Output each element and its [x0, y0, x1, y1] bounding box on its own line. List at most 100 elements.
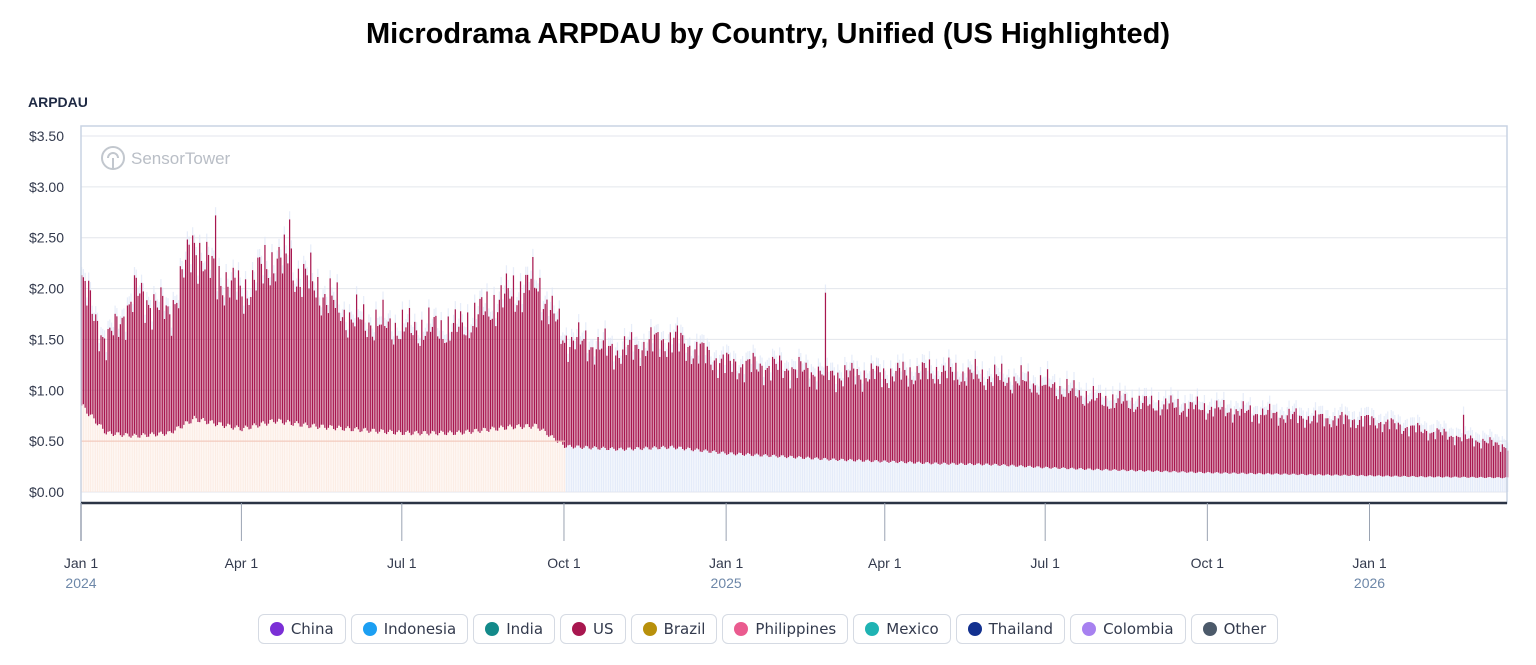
other-country-bar	[845, 461, 848, 492]
us-bar	[602, 340, 604, 447]
other-country-bar	[407, 430, 409, 492]
us-bar	[347, 337, 349, 427]
legend-item-china[interactable]: China	[257, 614, 346, 644]
other-country-bar	[103, 433, 106, 492]
us-bar	[1091, 399, 1093, 470]
other-country-cap	[1170, 387, 1172, 396]
us-bar	[1200, 410, 1202, 472]
legend-item-other[interactable]: Other	[1190, 614, 1279, 644]
other-country-cap	[1052, 375, 1054, 385]
other-country-cap	[340, 312, 342, 321]
us-bar	[1126, 400, 1128, 472]
other-country-bar	[872, 461, 874, 492]
us-bar	[454, 309, 456, 435]
us-bar	[165, 305, 167, 435]
other-country-cap	[1443, 420, 1445, 429]
us-bar	[306, 275, 308, 426]
us-bar	[544, 303, 546, 432]
legend-swatch-icon	[269, 622, 284, 636]
other-country-bar	[1410, 476, 1412, 492]
other-country-bar	[544, 431, 546, 492]
other-country-cap	[1311, 413, 1313, 422]
us-bar	[840, 380, 842, 459]
other-country-cap	[91, 305, 93, 314]
other-country-cap	[347, 329, 349, 338]
other-country-bar	[273, 422, 275, 492]
other-country-bar	[1408, 477, 1410, 492]
us-bar	[318, 305, 321, 428]
us-bar	[1136, 406, 1139, 472]
other-country-cap	[909, 359, 911, 368]
us-bar	[507, 288, 509, 427]
us-bar	[960, 381, 962, 463]
legend-item-colombia[interactable]: Colombia	[1070, 614, 1186, 644]
other-country-bar	[123, 435, 125, 492]
other-country-bar	[660, 446, 663, 492]
other-country-cap	[507, 279, 509, 289]
us-bar	[1434, 439, 1436, 478]
other-country-cap	[1491, 431, 1493, 440]
legend-item-mexico[interactable]: Mexico	[853, 614, 951, 644]
other-country-cap	[223, 297, 226, 306]
other-country-cap	[1434, 431, 1436, 440]
us-bar	[361, 319, 363, 432]
us-bar	[701, 342, 703, 453]
other-country-cap	[214, 207, 217, 216]
other-country-cap	[359, 311, 361, 320]
other-country-cap	[632, 351, 634, 360]
legend-item-indonesia[interactable]: Indonesia	[350, 614, 469, 644]
us-bar	[1025, 381, 1028, 468]
other-country-bar	[1491, 477, 1493, 492]
other-country-cap	[1265, 406, 1267, 415]
other-country-bar	[1008, 466, 1010, 492]
other-country-cap	[664, 342, 666, 352]
us-bar	[396, 335, 398, 433]
us-bar	[355, 294, 358, 428]
legend-item-philippines[interactable]: Philippines	[722, 614, 849, 644]
other-country-bar	[981, 465, 983, 492]
other-country-cap	[184, 251, 187, 260]
legend-item-brazil[interactable]: Brazil	[630, 614, 718, 644]
other-country-bar	[502, 427, 504, 492]
other-country-cap	[1288, 400, 1290, 409]
other-country-cap	[592, 339, 594, 348]
us-bar	[400, 339, 402, 433]
other-country-bar	[987, 463, 989, 492]
legend-item-us[interactable]: US	[560, 614, 626, 644]
other-country-bar	[331, 425, 333, 492]
other-country-cap	[336, 274, 338, 283]
other-country-cap	[678, 343, 680, 352]
us-bar	[1281, 415, 1283, 475]
us-bar	[1165, 398, 1167, 471]
other-country-cap	[1128, 399, 1130, 408]
other-country-cap	[435, 307, 437, 316]
other-country-cap	[576, 328, 578, 338]
other-country-cap	[220, 277, 222, 286]
us-bar	[1403, 430, 1405, 476]
other-country-bar	[1477, 477, 1479, 492]
other-country-bar	[881, 461, 883, 492]
other-country-cap	[726, 344, 728, 353]
other-country-cap	[1200, 401, 1202, 411]
other-country-bar	[250, 428, 252, 492]
other-country-cap	[884, 370, 887, 379]
us-bar	[461, 322, 463, 435]
us-bar	[195, 255, 197, 419]
us-bar	[1099, 392, 1102, 471]
other-country-bar	[530, 428, 532, 492]
other-country-cap	[789, 380, 791, 389]
other-country-bar	[160, 431, 162, 492]
other-country-bar	[1260, 473, 1262, 492]
us-bar	[1455, 435, 1458, 477]
other-country-cap	[1290, 410, 1292, 420]
other-country-cap	[1263, 407, 1265, 416]
us-bar	[667, 342, 670, 449]
us-bar	[1339, 415, 1341, 476]
other-country-cap	[826, 357, 828, 366]
us-bar	[255, 290, 257, 426]
us-bar	[578, 322, 580, 446]
legend-item-india[interactable]: India	[473, 614, 556, 644]
us-bar	[204, 269, 206, 421]
us-bar	[976, 374, 978, 464]
legend-item-thailand[interactable]: Thailand	[955, 614, 1066, 644]
